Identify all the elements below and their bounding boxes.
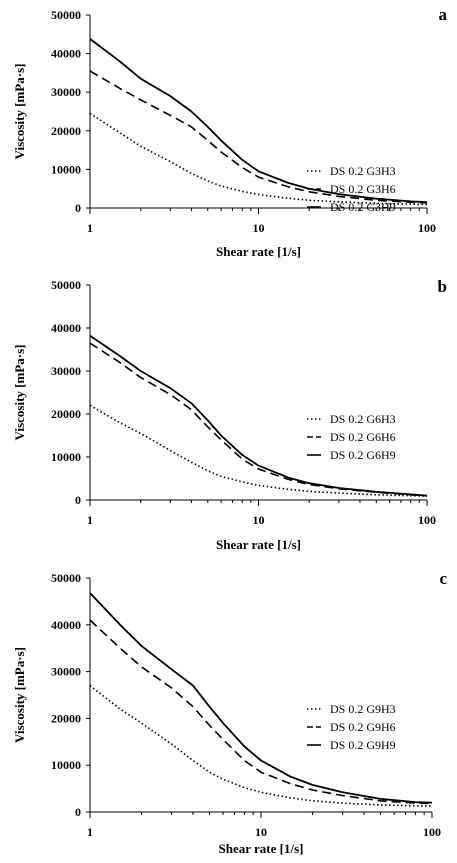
- legend-label: DS 0.2 G9H6: [330, 720, 396, 734]
- y-tick-label: 20000: [51, 711, 81, 725]
- y-axis-title: Viscosity [mPa·s]: [12, 64, 27, 160]
- y-tick-label: 50000: [51, 278, 81, 292]
- legend-label: DS 0.2 G3H3: [330, 164, 396, 178]
- x-tick-label: 100: [418, 221, 436, 235]
- y-tick-label: 30000: [51, 665, 81, 679]
- y-tick-label: 40000: [51, 47, 81, 61]
- legend-label: DS 0.2 G9H9: [330, 738, 396, 752]
- series-line-dotted: [89, 404, 428, 497]
- y-tick-label: 40000: [51, 321, 81, 335]
- y-axis-title: Viscosity [mPa·s]: [12, 647, 27, 743]
- y-tick-label: 50000: [51, 571, 81, 585]
- panel-letter: c: [439, 569, 447, 588]
- legend-label: DS 0.2 G3H6: [330, 182, 396, 196]
- y-tick-label: 20000: [51, 124, 81, 138]
- panel-letter: a: [439, 5, 448, 24]
- legend-label: DS 0.2 G3H9: [330, 200, 396, 214]
- y-tick-label: 10000: [51, 450, 81, 464]
- y-tick-label: 0: [75, 201, 81, 215]
- x-tick-label: 1: [87, 825, 93, 839]
- legend: DS 0.2 G9H3 DS 0.2 G9H6 DS 0.2 G9H9: [307, 702, 396, 752]
- x-tick-label: 1: [87, 221, 93, 235]
- panel-letter: b: [438, 277, 447, 296]
- legend-label: DS 0.2 G6H9: [330, 448, 396, 462]
- y-tick-label: 30000: [51, 85, 81, 99]
- y-tick-label: 40000: [51, 618, 81, 632]
- series-line-solid: [89, 592, 433, 804]
- y-tick-label: 30000: [51, 364, 81, 378]
- y-axis-title: Viscosity [mPa·s]: [12, 345, 27, 441]
- series-line-dashed: [89, 342, 428, 497]
- series-line-solid: [89, 38, 428, 204]
- legend-label: DS 0.2 G6H3: [330, 412, 396, 426]
- y-tick-label: 0: [75, 493, 81, 507]
- legend-label: DS 0.2 G6H6: [330, 430, 396, 444]
- y-tick-label: 10000: [51, 758, 81, 772]
- x-tick-label: 100: [418, 513, 436, 527]
- x-axis-title: Shear rate [1/s]: [219, 841, 304, 856]
- legend-label: DS 0.2 G9H3: [330, 702, 396, 716]
- y-tick-label: 10000: [51, 162, 81, 176]
- x-axis-title: Shear rate [1/s]: [216, 244, 301, 259]
- y-tick-label: 20000: [51, 407, 81, 421]
- chart-panel-b: 0 10000 20000 30000 40000 50000 1 10 100 Shear ra…: [12, 277, 447, 552]
- x-tick-label: 100: [423, 825, 441, 839]
- chart-panel-c: 0 10000 20000 30000 40000 50000 1 10 100 Shear ra…: [12, 569, 447, 856]
- x-tick-label: 10: [255, 825, 267, 839]
- chart-panel-a: 0 10000 20000 30000 40000 50000 1 10 100 Shear ra…: [12, 5, 448, 259]
- y-tick-label: 0: [75, 805, 81, 819]
- series-line-dashed: [89, 619, 433, 805]
- y-tick-label: 50000: [51, 8, 81, 22]
- x-tick-label: 1: [87, 513, 93, 527]
- legend: DS 0.2 G6H3 DS 0.2 G6H6 DS 0.2 G6H9: [307, 412, 396, 462]
- x-tick-label: 10: [253, 221, 265, 235]
- x-tick-label: 10: [253, 513, 265, 527]
- x-axis-title: Shear rate [1/s]: [216, 537, 301, 552]
- legend: DS 0.2 G3H3 DS 0.2 G3H6 DS 0.2 G3H9: [307, 164, 396, 214]
- series-line-solid: [89, 334, 428, 497]
